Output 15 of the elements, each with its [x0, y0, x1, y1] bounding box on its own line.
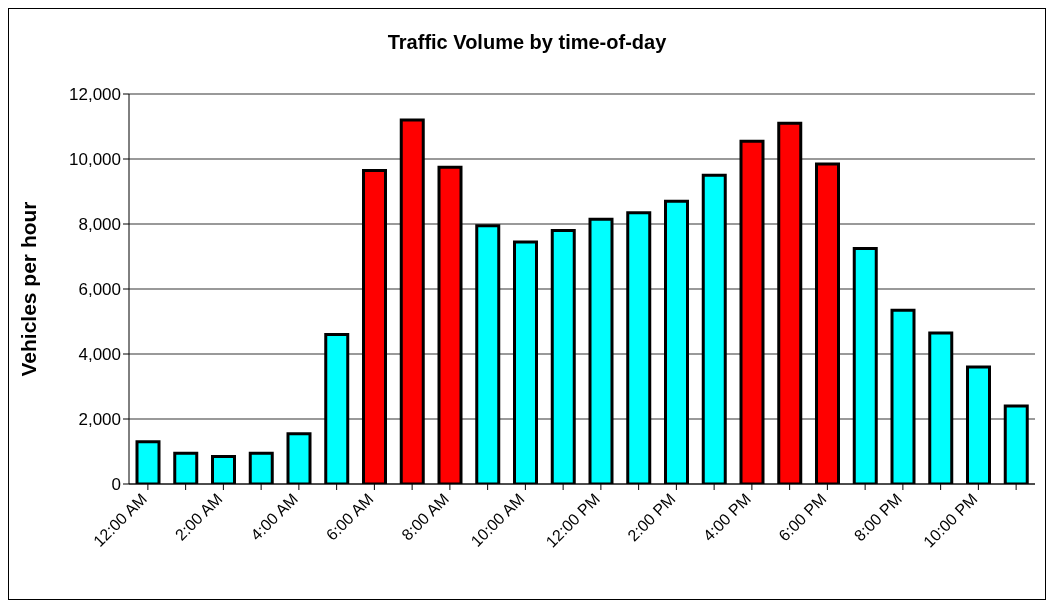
y-tick-label: 0 — [111, 475, 121, 495]
x-tick-label: 4:00 AM — [247, 490, 301, 544]
chart-title: Traffic Volume by time-of-day — [386, 31, 668, 54]
y-tick-label: 10,000 — [69, 150, 121, 170]
x-tick-label: 8:00 PM — [850, 490, 905, 545]
y-tick-label: 12,000 — [69, 85, 121, 105]
y-tick-label: 8,000 — [78, 215, 121, 235]
y-tick-label: 4,000 — [78, 345, 121, 365]
y-axis-title: Vehicles per hour — [17, 201, 41, 377]
y-tick-label: 6,000 — [78, 280, 121, 300]
x-tick-label: 8:00 AM — [398, 490, 452, 544]
x-tick-label: 6:00 PM — [775, 490, 830, 545]
y-tick-label: 2,000 — [78, 410, 121, 430]
x-tick-label: 6:00 AM — [322, 490, 377, 544]
x-tick-label: 4:00 PM — [699, 490, 754, 545]
